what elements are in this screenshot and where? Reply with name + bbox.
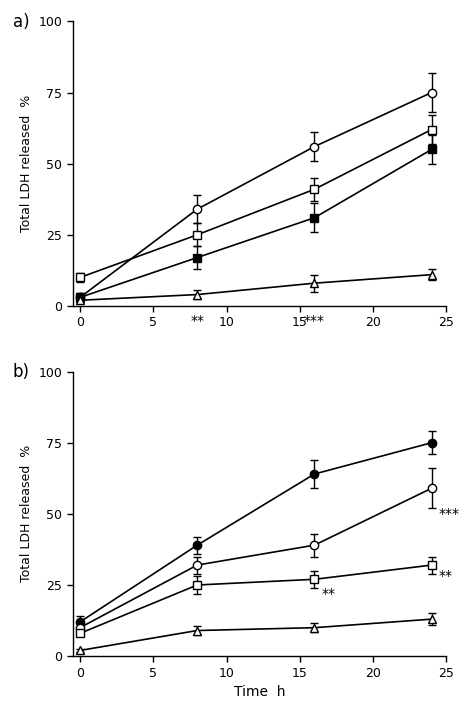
Text: **: ** xyxy=(322,587,336,600)
Text: **: ** xyxy=(439,570,453,583)
Y-axis label: Total LDH released  %: Total LDH released % xyxy=(20,95,33,232)
Text: ***: *** xyxy=(439,507,460,521)
Text: b): b) xyxy=(13,363,30,381)
Text: **: ** xyxy=(190,314,204,329)
Text: ***: *** xyxy=(304,314,325,329)
X-axis label: Time  h: Time h xyxy=(234,685,285,699)
Y-axis label: Total LDH released  %: Total LDH released % xyxy=(20,445,33,583)
Text: a): a) xyxy=(13,13,29,31)
